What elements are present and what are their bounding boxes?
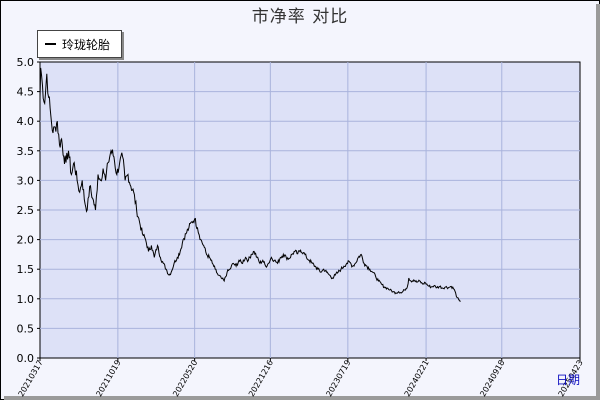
x-tick-label: 20211019 (94, 359, 122, 399)
frame-shadow-right (596, 4, 600, 400)
y-tick-label: 3.5 (17, 145, 35, 158)
x-tick-label: 20221216 (247, 359, 275, 399)
legend-label: 玲珑轮胎 (62, 38, 111, 52)
y-axis-ticks: 0.0 0.5 1.0 1.5 2.0 2.5 3.0 3.5 4.0 4.5 5.0 (17, 56, 40, 365)
x-tick-label: 20220520 (171, 359, 199, 399)
y-tick-label: 2.5 (17, 204, 35, 217)
y-tick-label: 0.0 (17, 352, 35, 365)
y-tick-label: 1.5 (17, 263, 35, 276)
x-tick-label: 20230719 (324, 359, 352, 399)
y-tick-label: 5.0 (17, 56, 35, 69)
frame-shadow-bottom (4, 396, 600, 400)
y-tick-label: 2.0 (17, 234, 35, 247)
x-axis-label: 日期 (556, 373, 580, 387)
x-tick-label: 20240918 (478, 359, 506, 399)
x-tick-label: 20240221 (403, 359, 431, 399)
x-axis-ticks: 20210317 20211019 20220520 20221216 20230719… (17, 358, 585, 398)
y-tick-label: 1.0 (17, 293, 35, 306)
series-line-linglong (39, 67, 461, 303)
y-tick-label: 3.0 (17, 174, 35, 187)
y-tick-label: 4.5 (17, 86, 35, 99)
legend-swatch (45, 43, 56, 45)
grid-lines (40, 62, 580, 358)
y-tick-label: 0.5 (17, 322, 35, 335)
chart-title: 市净率 对比 (251, 7, 349, 27)
legend: 玲珑轮胎 (37, 30, 122, 58)
y-tick-label: 4.0 (17, 115, 35, 128)
